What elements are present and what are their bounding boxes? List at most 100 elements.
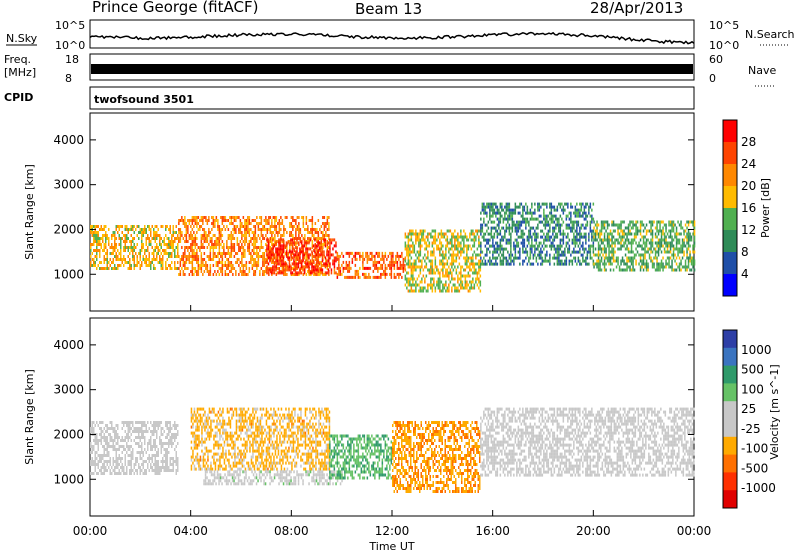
echo-cell xyxy=(137,451,139,454)
echo-cell xyxy=(192,240,194,243)
echo-cell xyxy=(613,248,615,251)
echo-cell xyxy=(250,255,252,258)
echo-cell xyxy=(190,219,192,222)
echo-cell xyxy=(246,231,248,234)
echo-cell xyxy=(448,272,450,275)
echo-cell xyxy=(632,260,634,263)
echo-cell xyxy=(418,233,420,236)
echo-cell xyxy=(293,256,295,259)
echo-cell xyxy=(259,216,261,219)
echo-cell xyxy=(662,233,664,236)
echo-cell xyxy=(650,239,652,242)
echo-cell xyxy=(560,242,562,245)
echo-cell xyxy=(635,254,637,257)
echo-cell xyxy=(424,248,426,251)
echo-cell xyxy=(177,463,179,466)
echo-cell xyxy=(503,218,505,221)
echo-cell xyxy=(249,246,251,249)
echo-cell xyxy=(420,290,422,293)
echo-cell xyxy=(590,221,592,224)
echo-cell xyxy=(229,252,231,255)
echo-cell xyxy=(460,230,462,233)
echo-cell xyxy=(554,215,556,218)
echo-cell xyxy=(555,209,557,212)
echo-cell xyxy=(132,469,134,472)
echo-cell xyxy=(445,263,447,266)
echo-cell xyxy=(140,421,142,424)
echo-cell xyxy=(122,457,124,460)
echo-cell xyxy=(599,230,601,233)
echo-cell xyxy=(152,454,154,457)
echo-cell xyxy=(92,252,94,255)
echo-cell xyxy=(518,221,520,224)
echo-cell xyxy=(298,262,300,265)
echo-cell xyxy=(521,236,523,239)
echo-cell xyxy=(164,466,166,469)
echo-cell xyxy=(510,245,512,248)
echo-cell xyxy=(578,224,580,227)
echo-cell xyxy=(412,266,414,269)
echo-cell xyxy=(314,238,316,241)
echo-cell xyxy=(176,451,178,454)
echo-cell xyxy=(494,221,496,224)
echo-cell xyxy=(191,459,193,462)
echo-cell xyxy=(165,234,167,237)
echo-cell xyxy=(608,257,610,260)
echo-cell xyxy=(147,264,149,267)
freq-right-tick-top: 60 xyxy=(709,53,723,66)
echo-cell xyxy=(110,264,112,267)
echo-cell xyxy=(250,228,252,231)
echo-cell xyxy=(96,237,98,240)
echo-cell xyxy=(646,233,648,236)
echo-cell xyxy=(316,228,318,231)
echo-cell xyxy=(656,236,658,239)
echo-cell xyxy=(298,265,300,268)
echo-cell xyxy=(582,215,584,218)
echo-cell xyxy=(545,227,547,230)
echo-cell xyxy=(607,245,609,248)
echo-cell xyxy=(454,254,456,257)
echo-cell xyxy=(234,255,236,258)
echo-cell xyxy=(575,221,577,224)
echo-cell xyxy=(418,257,420,260)
echo-cell xyxy=(104,228,106,231)
echo-cell xyxy=(643,260,645,263)
echo-cell xyxy=(406,245,408,248)
echo-cell xyxy=(334,271,336,274)
echo-cell xyxy=(649,257,651,260)
echo-cell xyxy=(255,270,257,273)
echo-cell xyxy=(292,234,294,237)
echo-cell xyxy=(201,216,203,219)
echo-cell xyxy=(631,239,633,242)
echo-cell xyxy=(144,252,146,255)
echo-cell xyxy=(448,290,450,293)
echo-cell xyxy=(640,221,642,224)
echo-cell xyxy=(610,269,612,272)
echo-cell xyxy=(670,236,672,239)
echo-cell xyxy=(576,224,578,227)
echo-cell xyxy=(322,234,324,237)
echo-cell xyxy=(174,249,176,252)
echo-cell xyxy=(295,253,297,256)
echo-cell xyxy=(228,234,230,237)
echo-cell xyxy=(601,239,603,242)
echo-cell xyxy=(682,257,684,260)
echo-cell xyxy=(165,460,167,463)
echo-cell xyxy=(186,237,188,240)
echo-cell xyxy=(665,239,667,242)
echo-cell xyxy=(343,255,345,258)
echo-cell xyxy=(644,257,646,260)
echo-cell xyxy=(90,460,92,463)
echo-cell xyxy=(214,240,216,243)
echo-cell xyxy=(482,263,484,266)
echo-cell xyxy=(202,237,204,240)
echo-cell xyxy=(466,284,468,287)
echo-cell xyxy=(262,234,264,237)
echo-cell xyxy=(451,266,453,269)
echo-cell xyxy=(459,236,461,239)
echo-cell xyxy=(551,221,553,224)
echo-cell xyxy=(149,469,151,472)
echo-cell xyxy=(680,233,682,236)
echo-cell xyxy=(652,230,654,233)
echo-cell xyxy=(120,240,122,243)
